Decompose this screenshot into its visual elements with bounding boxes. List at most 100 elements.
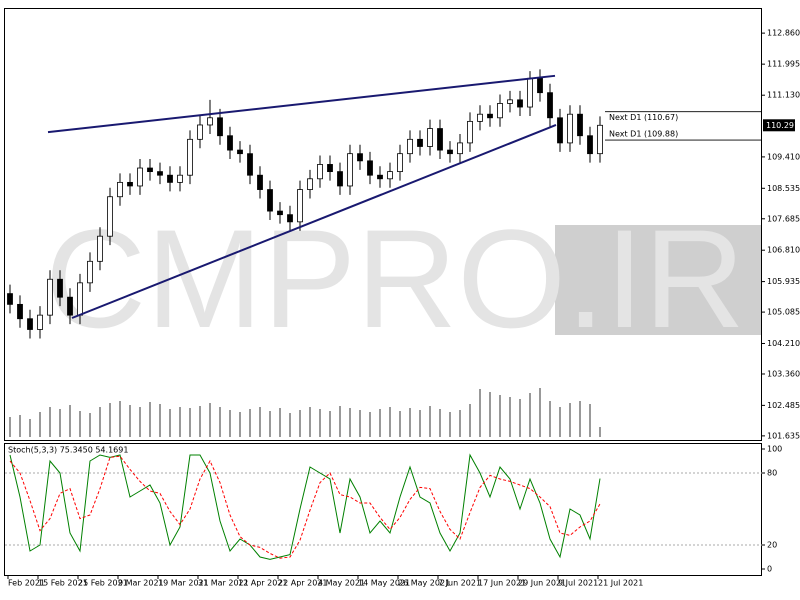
volume-bar bbox=[399, 411, 401, 437]
shaded-zone bbox=[555, 225, 762, 335]
candle-body bbox=[327, 164, 333, 173]
volume-bar bbox=[279, 408, 281, 437]
volume-bar bbox=[369, 412, 371, 437]
volume-bar bbox=[79, 411, 81, 437]
candle-body bbox=[457, 142, 463, 155]
volume-bar bbox=[59, 409, 61, 437]
candle-body bbox=[197, 124, 203, 140]
y-tick-label: 102.485 bbox=[767, 401, 800, 410]
candle-body bbox=[417, 138, 423, 147]
y-tick-label: 0 bbox=[767, 565, 772, 574]
y-tick-label: 109.410 bbox=[767, 152, 800, 161]
volume-bar bbox=[39, 412, 41, 437]
y-tick-label: 111.130 bbox=[767, 91, 800, 100]
volume-bar bbox=[249, 409, 251, 437]
stoch-line bbox=[9, 455, 601, 559]
candle-body bbox=[137, 167, 143, 187]
candle-body bbox=[237, 149, 243, 155]
last-price-label: 110.291 bbox=[766, 121, 799, 130]
volume-bar bbox=[559, 407, 561, 437]
volume-bar bbox=[239, 412, 241, 437]
volume-bar bbox=[379, 409, 381, 437]
volume-bar bbox=[409, 408, 411, 437]
volume-bar bbox=[229, 410, 231, 437]
volume-bar bbox=[129, 405, 131, 437]
volume-bar bbox=[309, 407, 311, 437]
volume-bar bbox=[179, 407, 181, 437]
trendline bbox=[47, 74, 556, 134]
candle-body bbox=[97, 235, 103, 262]
y-tick-label: 105.935 bbox=[767, 277, 800, 286]
candle-body bbox=[447, 149, 453, 155]
volume-bar bbox=[419, 410, 421, 437]
candle-body bbox=[547, 92, 553, 119]
x-tick-label: 31 Mar 2021 bbox=[198, 579, 249, 588]
candle-body bbox=[107, 196, 113, 237]
y-tick-label: 105.085 bbox=[767, 308, 800, 317]
price-frame bbox=[4, 8, 762, 441]
y-tick-label: 107.685 bbox=[767, 214, 800, 223]
x-tick-label: 25 Feb 2021 bbox=[78, 579, 128, 588]
volume-bar bbox=[49, 407, 51, 437]
candle-body bbox=[437, 128, 443, 151]
volume-bar bbox=[449, 412, 451, 437]
volume-bar bbox=[269, 411, 271, 437]
y-tick-label: 104.210 bbox=[767, 339, 800, 348]
volume-bar bbox=[339, 406, 341, 437]
candle-body bbox=[167, 174, 173, 183]
candle-body bbox=[227, 135, 233, 151]
candle-body bbox=[47, 278, 53, 316]
volume-bar bbox=[69, 405, 71, 437]
volume-bar bbox=[19, 415, 21, 437]
volume-bar bbox=[579, 401, 581, 437]
candle-body bbox=[527, 77, 533, 108]
volume-bar bbox=[289, 413, 291, 437]
stoch-title: Stoch(5,3,3) 75.3450 54.1691 bbox=[8, 446, 128, 455]
candle-body bbox=[247, 153, 253, 176]
candle-body bbox=[377, 174, 383, 180]
trendline bbox=[71, 124, 557, 319]
candle-body bbox=[207, 117, 213, 126]
y-tick-label: 106.810 bbox=[767, 246, 800, 255]
volume-bar bbox=[569, 403, 571, 437]
x-tick-label: 29 Jun 2021 bbox=[518, 579, 566, 588]
candle-body bbox=[507, 99, 513, 104]
candle-body bbox=[397, 153, 403, 173]
x-tick-label: 4 May 2021 bbox=[318, 579, 365, 588]
candle-body bbox=[497, 103, 503, 119]
x-tick-label: 9 Mar 2021 bbox=[118, 579, 164, 588]
y-tick-label: 101.635 bbox=[767, 431, 800, 440]
stoch-frame bbox=[4, 443, 762, 576]
volume-bar bbox=[459, 410, 461, 437]
x-tick-label: 7 Jun 2021 bbox=[438, 579, 481, 588]
volume-bar bbox=[9, 417, 11, 437]
volume-bar bbox=[529, 393, 531, 437]
y-tick-label: 80 bbox=[767, 469, 777, 478]
volume-bar bbox=[219, 407, 221, 437]
x-tick-label: 22 Apr 2021 bbox=[278, 579, 327, 588]
y-tick-label: 103.360 bbox=[767, 369, 800, 378]
y-tick-label: 112.860 bbox=[767, 29, 800, 38]
x-tick-label: 14 May 2021 bbox=[358, 579, 410, 588]
stoch-line bbox=[9, 453, 601, 560]
candle-body bbox=[407, 138, 413, 155]
volume-bar bbox=[319, 409, 321, 437]
volume-bar bbox=[479, 389, 481, 437]
candle-body bbox=[487, 113, 493, 119]
volume-bar bbox=[349, 408, 351, 437]
candle-body bbox=[187, 138, 193, 176]
candle-body bbox=[517, 99, 523, 108]
candle-body bbox=[37, 314, 43, 330]
candle-body bbox=[597, 124, 603, 155]
candle-body bbox=[587, 135, 593, 155]
level-label: Next D1 (110.67) bbox=[609, 113, 678, 122]
candle-body bbox=[7, 293, 13, 305]
volume-bar bbox=[29, 419, 31, 437]
volume-bar bbox=[149, 402, 151, 437]
candle-body bbox=[537, 77, 543, 94]
candle-body bbox=[557, 117, 563, 144]
volume-bar bbox=[99, 407, 101, 437]
y-tick-label: 111.995 bbox=[767, 60, 800, 69]
